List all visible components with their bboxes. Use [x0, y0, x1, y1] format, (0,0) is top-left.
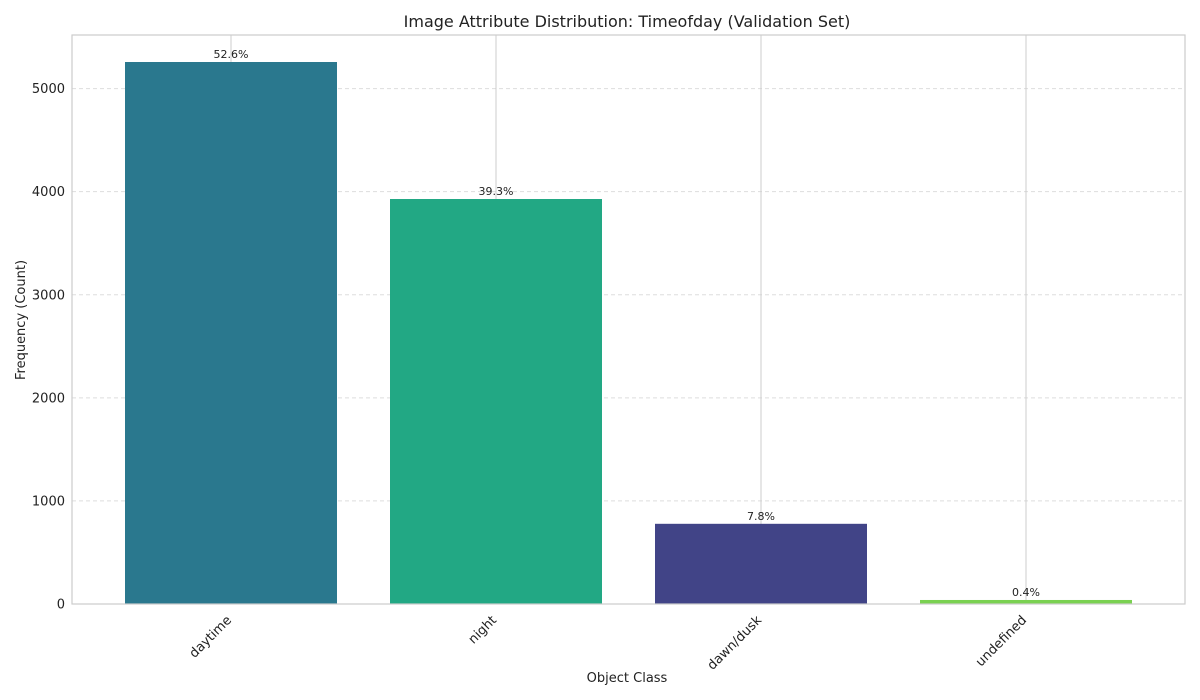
- x-tick-label: night: [466, 613, 500, 647]
- y-tick-label: 5000: [32, 82, 65, 97]
- y-tick-label: 3000: [32, 288, 65, 303]
- plot-frame: [71, 34, 1186, 605]
- chart-title: Image Attribute Distribution: Timeofday …: [404, 12, 851, 31]
- bar-night: [390, 198, 602, 604]
- y-tick-label: 0: [57, 598, 65, 613]
- bar-daytime: [125, 62, 337, 604]
- bars: [125, 62, 1132, 604]
- y-axis-ticks: 0 1000 2000 3000 4000 5000: [32, 82, 65, 612]
- y-tick-label: 4000: [32, 185, 65, 200]
- y-tick-label: 1000: [32, 494, 65, 509]
- bar-data-label: 0.4%: [1012, 586, 1040, 599]
- bar-data-label: 52.6%: [214, 48, 249, 61]
- x-axis-ticks: daytime night dawn/dusk undefined: [187, 613, 1030, 674]
- x-tick-label: daytime: [187, 613, 235, 661]
- data-labels: 52.6% 39.3% 7.8% 0.4%: [214, 48, 1040, 599]
- x-axis-label: Object Class: [587, 671, 668, 686]
- y-tick-label: 2000: [32, 391, 65, 406]
- x-tick-label: dawn/dusk: [705, 613, 766, 674]
- bar-data-label: 7.8%: [747, 510, 775, 523]
- bar-data-label: 39.3%: [479, 185, 514, 198]
- bar-dawn-dusk: [655, 523, 867, 604]
- y-axis-label: Frequency (Count): [14, 260, 29, 380]
- x-tick-label: undefined: [973, 613, 1030, 670]
- bar-undefined: [920, 599, 1132, 604]
